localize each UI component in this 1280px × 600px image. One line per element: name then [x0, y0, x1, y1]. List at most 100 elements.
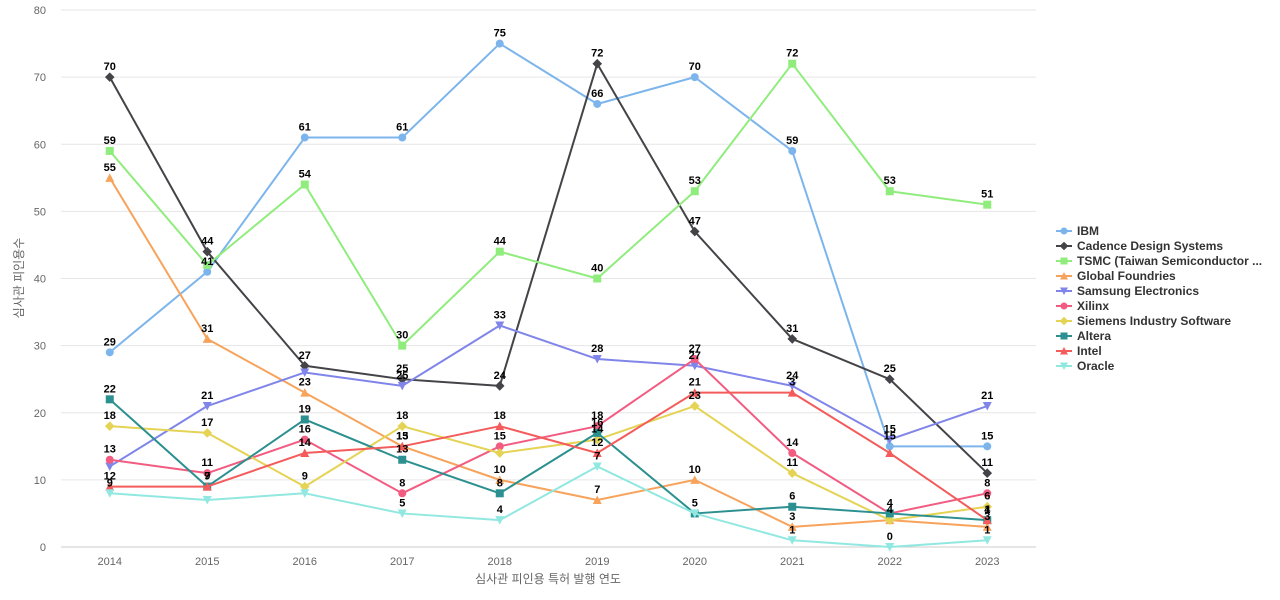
data-label: 40 — [591, 263, 603, 275]
data-label: 18 — [396, 410, 408, 422]
data-point — [299, 360, 310, 371]
data-point — [495, 489, 504, 498]
series — [105, 59, 992, 350]
series-group — [104, 39, 993, 552]
data-label: 1 — [789, 524, 795, 536]
data-point — [1059, 241, 1069, 251]
data-label: 15 — [884, 430, 896, 442]
data-point — [1060, 332, 1068, 340]
data-point — [983, 200, 992, 209]
data-label: 12 — [591, 437, 603, 449]
data-point — [397, 441, 407, 451]
data-point — [690, 509, 700, 518]
data-point — [982, 536, 992, 545]
series-line — [108, 176, 989, 528]
data-label: 3 — [789, 377, 795, 389]
data-point — [495, 247, 504, 256]
data-label: 1 — [984, 524, 990, 536]
data-label: 72 — [591, 48, 603, 60]
x-tick-label: 2015 — [195, 556, 219, 568]
y-tick-label: 20 — [34, 408, 46, 420]
data-label: 23 — [299, 377, 311, 389]
data-label: 11 — [981, 457, 993, 469]
series-line — [108, 465, 989, 548]
data-point — [300, 133, 309, 142]
data-label: 15 — [981, 430, 993, 442]
data-label: 61 — [396, 122, 408, 134]
data-label: 6 — [789, 491, 795, 503]
legend-item: Intel — [1056, 344, 1102, 358]
series — [105, 462, 992, 552]
data-label: 75 — [494, 28, 506, 40]
data-point — [494, 448, 505, 458]
data-label: 16 — [591, 417, 603, 429]
data-label: 18 — [104, 410, 116, 422]
data-point — [982, 468, 993, 478]
data-label: 17 — [201, 417, 213, 429]
data-label: 5 — [399, 497, 405, 509]
data-label: 51 — [981, 189, 993, 201]
series — [105, 388, 992, 525]
data-point — [1060, 362, 1068, 370]
series-line — [108, 391, 989, 522]
data-point — [495, 475, 505, 484]
legend-item: Cadence Design Systems — [1056, 239, 1223, 253]
data-point — [690, 187, 699, 196]
data-point — [105, 173, 115, 182]
legend-label: Samsung Electronics — [1077, 284, 1199, 298]
data-label: 25 — [396, 370, 408, 382]
data-label: 31 — [786, 323, 798, 335]
data-point — [592, 495, 602, 505]
x-tick-label: 2016 — [293, 556, 317, 568]
data-label: 19 — [299, 403, 311, 415]
x-tick-label: 2021 — [780, 556, 804, 568]
series — [105, 321, 992, 471]
legend-item: Altera — [1056, 329, 1111, 343]
data-point — [495, 516, 505, 525]
data-point — [300, 415, 309, 424]
data-label: 9 — [107, 477, 113, 489]
data-point — [1060, 347, 1068, 355]
data-point — [203, 267, 212, 276]
data-label: 11 — [201, 457, 213, 469]
data-point — [787, 334, 798, 344]
data-label: 25 — [884, 363, 896, 375]
data-point — [690, 355, 699, 364]
data-label: 4 — [984, 504, 991, 516]
data-label: 53 — [884, 175, 896, 187]
x-tick-label: 2022 — [878, 556, 902, 568]
data-point — [689, 226, 700, 237]
legend-label: Xilinx — [1077, 299, 1109, 313]
data-point — [690, 73, 699, 82]
legend-item: Oracle — [1056, 359, 1115, 373]
data-label: 15 — [884, 424, 896, 436]
data-point — [203, 261, 212, 270]
data-point — [592, 462, 602, 471]
data-label: 59 — [786, 135, 798, 147]
data-label: 7 — [594, 450, 600, 462]
data-label: 15 — [494, 430, 506, 442]
data-label: 24 — [494, 370, 507, 382]
data-point — [202, 334, 212, 343]
x-tick-label: 2019 — [585, 556, 609, 568]
data-point — [1060, 287, 1068, 295]
data-label: 27 — [299, 350, 311, 362]
legend-label: TSMC (Taiwan Semiconductor ... — [1077, 254, 1262, 268]
data-label: 21 — [201, 390, 213, 402]
data-point — [689, 401, 700, 411]
data-point — [104, 72, 115, 82]
data-label: 18 — [591, 410, 603, 422]
data-label: 14 — [299, 437, 312, 449]
legend-label: Oracle — [1077, 359, 1115, 373]
data-point — [592, 448, 602, 458]
data-label: 72 — [786, 48, 798, 60]
data-label: 3 — [789, 511, 795, 523]
data-point — [300, 368, 310, 377]
data-label: 6 — [984, 491, 990, 503]
x-tick-label: 2020 — [683, 556, 707, 568]
legend-item: Samsung Electronics — [1056, 284, 1199, 298]
data-point — [300, 435, 309, 444]
data-point — [300, 180, 309, 189]
